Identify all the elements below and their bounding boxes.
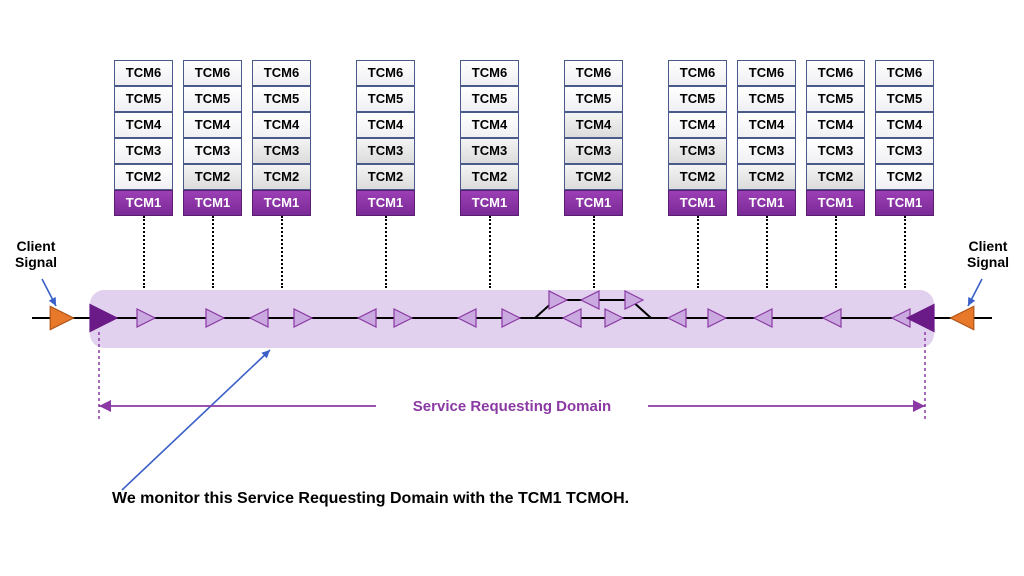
- tcm-cell: TCM1: [460, 190, 519, 216]
- tcm-cell: TCM2: [114, 164, 173, 190]
- tcm-cell: TCM3: [806, 138, 865, 164]
- tcm-cell: TCM1: [252, 190, 311, 216]
- tcm-stack: TCM6TCM5TCM4TCM3TCM2TCM1: [252, 60, 311, 216]
- tcm-cell: TCM5: [737, 86, 796, 112]
- service-requesting-domain-label: Service Requesting Domain: [380, 398, 644, 415]
- tcm-cell: TCM3: [564, 138, 623, 164]
- tcm-stack: TCM6TCM5TCM4TCM3TCM2TCM1: [806, 60, 865, 216]
- stack-connector: [593, 216, 595, 288]
- tcm-cell: TCM5: [460, 86, 519, 112]
- tcm-cell: TCM1: [183, 190, 242, 216]
- tcm-cell: TCM6: [564, 60, 623, 86]
- tcm-cell: TCM4: [114, 112, 173, 138]
- stack-connector: [212, 216, 214, 288]
- tcm-cell: TCM2: [875, 164, 934, 190]
- stack-connector: [904, 216, 906, 288]
- tcm-stack: TCM6TCM5TCM4TCM3TCM2TCM1: [460, 60, 519, 216]
- tcm-cell: TCM6: [875, 60, 934, 86]
- tcm-stack: TCM6TCM5TCM4TCM3TCM2TCM1: [183, 60, 242, 216]
- tcm-cell: TCM2: [460, 164, 519, 190]
- tcm-cell: TCM1: [356, 190, 415, 216]
- stack-connector: [143, 216, 145, 288]
- tcm-cell: TCM4: [668, 112, 727, 138]
- tcm-cell: TCM6: [114, 60, 173, 86]
- tcm-cell: TCM6: [183, 60, 242, 86]
- tcm-cell: TCM6: [252, 60, 311, 86]
- tcm-cell: TCM3: [114, 138, 173, 164]
- tcm-cell: TCM1: [114, 190, 173, 216]
- stack-connector: [835, 216, 837, 288]
- tcm-cell: TCM1: [668, 190, 727, 216]
- tcm-stack: TCM6TCM5TCM4TCM3TCM2TCM1: [564, 60, 623, 216]
- tcm-cell: TCM3: [737, 138, 796, 164]
- tcm-cell: TCM6: [806, 60, 865, 86]
- tcm-cell: TCM6: [668, 60, 727, 86]
- srd-text: Service Requesting Domain: [413, 398, 611, 415]
- tcm-cell: TCM5: [668, 86, 727, 112]
- tcm-cell: TCM2: [564, 164, 623, 190]
- tcm-cell: TCM2: [252, 164, 311, 190]
- tcm-cell: TCM2: [806, 164, 865, 190]
- stack-connector: [766, 216, 768, 288]
- stack-connector: [697, 216, 699, 288]
- tcm-cell: TCM3: [668, 138, 727, 164]
- tcm-cell: TCM5: [183, 86, 242, 112]
- tcm-cell: TCM1: [737, 190, 796, 216]
- tcm-cell: TCM3: [875, 138, 934, 164]
- tcm-cell: TCM2: [356, 164, 415, 190]
- tcm-cell: TCM5: [114, 86, 173, 112]
- tcm-cell: TCM5: [875, 86, 934, 112]
- tcm-cell: TCM4: [875, 112, 934, 138]
- tcm-cell: TCM3: [356, 138, 415, 164]
- tcm-cell: TCM5: [356, 86, 415, 112]
- tcm-stack: TCM6TCM5TCM4TCM3TCM2TCM1: [356, 60, 415, 216]
- tcm-cell: TCM2: [737, 164, 796, 190]
- tcm-cell: TCM2: [183, 164, 242, 190]
- tcm-stack: TCM6TCM5TCM4TCM3TCM2TCM1: [737, 60, 796, 216]
- tcm-cell: TCM4: [252, 112, 311, 138]
- tcm-cell: TCM6: [737, 60, 796, 86]
- tcm-cell: TCM1: [806, 190, 865, 216]
- tcm-cell: TCM4: [806, 112, 865, 138]
- tcm-stack: TCM6TCM5TCM4TCM3TCM2TCM1: [668, 60, 727, 216]
- tcm-cell: TCM4: [183, 112, 242, 138]
- tcm-stack: TCM6TCM5TCM4TCM3TCM2TCM1: [875, 60, 934, 216]
- tcm-cell: TCM4: [564, 112, 623, 138]
- tcm-cell: TCM1: [564, 190, 623, 216]
- tcm-cell: TCM3: [252, 138, 311, 164]
- tcm-cell: TCM3: [460, 138, 519, 164]
- tcm-cell: TCM2: [668, 164, 727, 190]
- stack-connector: [385, 216, 387, 288]
- tcm-cell: TCM5: [252, 86, 311, 112]
- tcm-cell: TCM3: [183, 138, 242, 164]
- tcm-cell: TCM4: [737, 112, 796, 138]
- tcm-cell: TCM6: [356, 60, 415, 86]
- tcm-stack: TCM6TCM5TCM4TCM3TCM2TCM1: [114, 60, 173, 216]
- tcm-cell: TCM4: [460, 112, 519, 138]
- tcm-cell: TCM1: [875, 190, 934, 216]
- stack-connector: [281, 216, 283, 288]
- tcm-cell: TCM5: [564, 86, 623, 112]
- tcm-cell: TCM5: [806, 86, 865, 112]
- tcm-cell: TCM6: [460, 60, 519, 86]
- tcm-cell: TCM4: [356, 112, 415, 138]
- stack-connector: [489, 216, 491, 288]
